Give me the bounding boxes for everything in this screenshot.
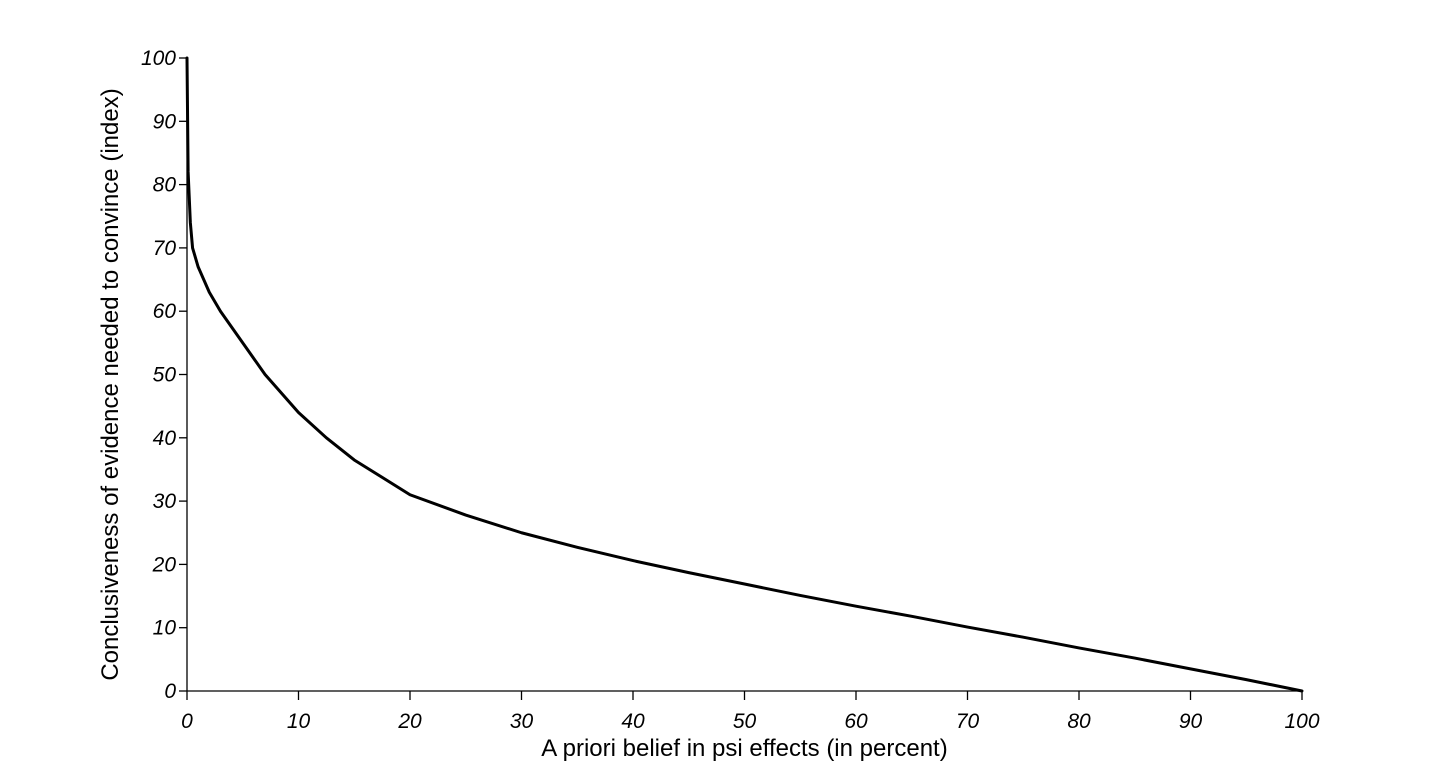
y-tick-label: 100 [141, 47, 176, 70]
y-tick-label: 60 [153, 300, 177, 323]
x-tick-label: 80 [1067, 710, 1091, 733]
y-tick-label: 90 [153, 110, 177, 133]
x-tick-label: 70 [956, 710, 980, 733]
x-tick-label: 50 [733, 710, 757, 733]
y-tick-label: 40 [153, 427, 177, 450]
y-tick-label: 50 [153, 364, 177, 387]
x-tick-label: 10 [287, 710, 311, 733]
y-axis-label: Conclusiveness of evidence needed to con… [97, 88, 124, 680]
x-tick-label: 90 [1179, 710, 1203, 733]
y-tick-label: 70 [153, 237, 177, 260]
y-axis-ticks: 0 10 20 30 40 50 60 70 80 90 100 [141, 47, 187, 703]
y-tick-label: 10 [153, 617, 177, 640]
x-tick-label: 30 [510, 710, 534, 733]
y-tick-label: 30 [153, 490, 177, 513]
x-tick-label: 0 [181, 710, 193, 733]
y-tick-label: 80 [153, 174, 177, 197]
x-tick-label: 100 [1284, 710, 1319, 733]
y-tick-label: 20 [152, 553, 177, 576]
y-tick-label: 0 [164, 680, 176, 703]
x-tick-label: 40 [621, 710, 645, 733]
x-tick-label: 60 [844, 710, 868, 733]
series-line [185, 56, 1304, 693]
x-tick-label: 20 [397, 710, 422, 733]
x-axis-ticks: 0 10 20 30 40 50 60 70 80 90 100 [181, 691, 1320, 733]
x-axis-label: A priori belief in psi effects (in perce… [541, 735, 947, 762]
